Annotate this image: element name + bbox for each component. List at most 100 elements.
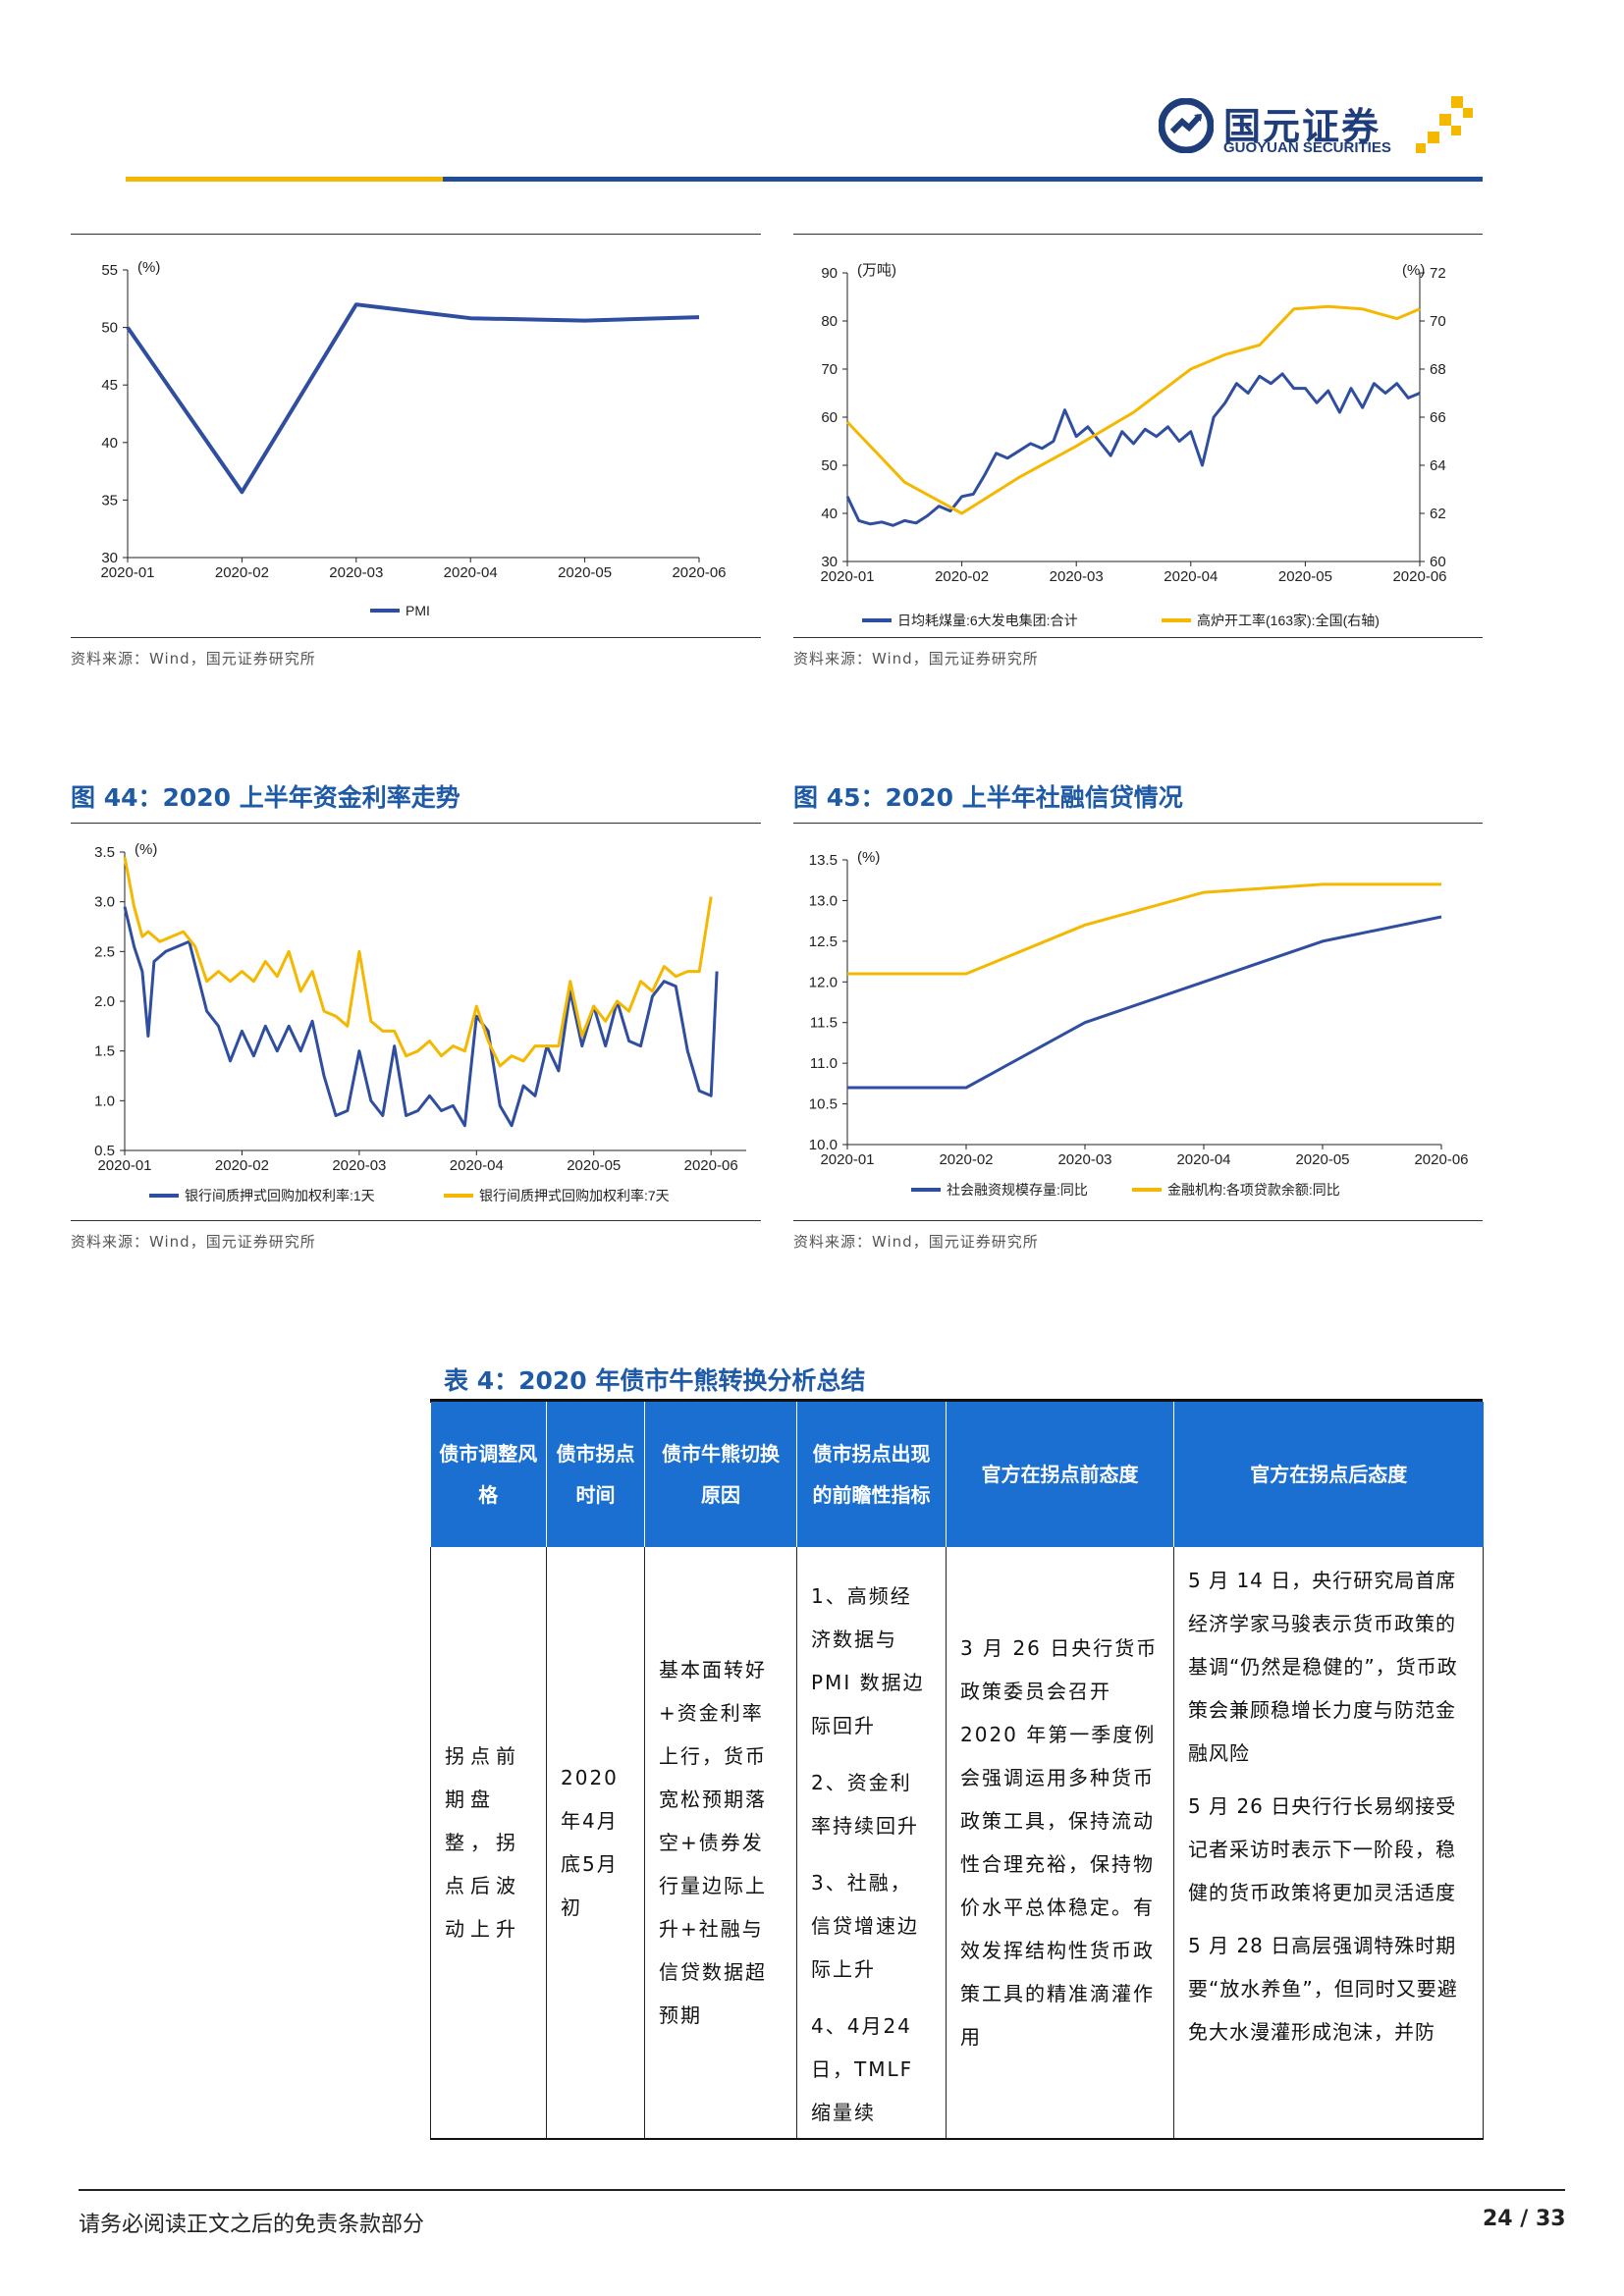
- x-tick-label: 2020-03: [329, 564, 383, 581]
- pmi-line-chart: 30 35 40 45 50 55 2020-01 2020-02 2020-03 2020-04…: [100, 259, 726, 618]
- y-tick-label: 90: [821, 265, 838, 282]
- y-unit-label: (万吨): [857, 262, 896, 279]
- x-tick-label: 2020-05: [567, 1157, 621, 1174]
- cell-time: 2020年4月底5月初: [546, 1547, 645, 2140]
- company-logo: 国元证券 GUOYUAN SECURITIES: [1159, 94, 1483, 163]
- y-tick-label: 10.0: [809, 1137, 838, 1153]
- y-right-tick-label: 62: [1430, 506, 1446, 522]
- social-financing-chart: 10.0 10.5 11.0 11.5 12.0 12.5 13.0 13.5 2020-01 2…: [809, 849, 1469, 1198]
- x-tick-label: 2020-03: [1057, 1151, 1111, 1168]
- y-right-tick-label: 68: [1430, 361, 1446, 378]
- after-item: 5 月 14 日，央行研究局首席经济学家马骏表示货币政策的基调“仍然是稳健的”，…: [1188, 1569, 1458, 1765]
- figure-45-title: 图 45：2020 上半年社融信贷情况: [793, 783, 1183, 812]
- cell-after: 5 月 14 日，央行研究局首席经济学家马骏表示货币政策的基调“仍然是稳健的”，…: [1173, 1547, 1484, 2140]
- y-tick-label: 55: [101, 262, 118, 279]
- cell-reason: 基本面转好+资金利率上行，货币宽松预期落空+债券发行量边际上升+社融与信贷数据超…: [644, 1547, 797, 2140]
- series-line: [123, 906, 719, 1128]
- figure-44-title: 图 44：2020 上半年资金利率走势: [71, 783, 460, 812]
- coal-consumption-chart: 30 40 50 60 70 80 90 60 62 64 66 68 70 72 2020-01 2020-…: [820, 262, 1446, 628]
- x-tick-label: 2020-06: [672, 564, 726, 581]
- y-tick-label: 3.0: [94, 894, 115, 911]
- legend-label: 高炉开工率(163家):全国(右轴): [1197, 613, 1380, 628]
- legend-label: 社会融资规模存量:同比: [947, 1182, 1088, 1198]
- x-tick-label: 2020-04: [450, 1157, 504, 1174]
- logo-squares-icon: [1416, 94, 1475, 153]
- chart-coal-bottom-rule: [793, 637, 1483, 638]
- x-tick-label: 2020-06: [684, 1157, 738, 1174]
- cell-indicators: 1、高频经济数据与 PMI 数据边际回升 2、资金利率持续回升 3、社融，信贷增…: [796, 1547, 947, 2140]
- y-tick-label: 50: [821, 457, 838, 474]
- indicator-item: 4、4月24日，TMLF 缩量续: [811, 2014, 914, 2124]
- table-4-title: 表 4：2020 年债市牛熊转换分析总结: [444, 1366, 866, 1395]
- x-tick-label: 2020-02: [215, 564, 269, 581]
- series-line: [847, 882, 1441, 976]
- legend-label: 金融机构:各项贷款余额:同比: [1167, 1182, 1340, 1198]
- table-top-rule: [430, 1399, 1483, 1403]
- x-tick-label: 2020-03: [1050, 568, 1104, 585]
- footer-rule: [79, 2189, 1565, 2191]
- series-line: [845, 304, 1421, 515]
- chart-pmi-top-rule: [71, 234, 761, 235]
- table-row: 拐点前期盘整，拐点后波动上升 2020年4月底5月初 基本面转好+资金利率上行，…: [430, 1547, 1484, 2140]
- y-tick-label: 12.5: [809, 934, 838, 950]
- after-item: 5 月 28 日高层强调特殊时期要“放水养鱼”，但同时又要避免大水漫灌形成泡沫，…: [1188, 1934, 1458, 2044]
- chart-credit-top-rule: [793, 823, 1483, 824]
- x-tick-label: 2020-02: [935, 568, 989, 585]
- x-tick-label: 2020-02: [215, 1157, 269, 1174]
- cell-before: 3 月 26 日央行货币政策委员会召开 2020 年第一季度例会强调运用多种货币…: [946, 1547, 1174, 2140]
- header-after: 官方在拐点后态度: [1173, 1402, 1484, 1547]
- x-tick-label: 2020-01: [100, 564, 154, 581]
- x-tick-label: 2020-06: [1414, 1151, 1468, 1168]
- logo-text-en: GUOYUAN SECURITIES: [1223, 139, 1391, 156]
- header-style: 债市调整风格: [430, 1402, 547, 1547]
- y-tick-label: 2.5: [94, 943, 115, 960]
- legend-label: 日均耗煤量:6大发电集团:合计: [897, 613, 1078, 628]
- y-tick-label: 13.0: [809, 892, 838, 909]
- x-tick-label: 2020-04: [444, 564, 498, 581]
- y-tick-label: 11.0: [810, 1055, 838, 1072]
- y-tick-label: 0.5: [94, 1143, 115, 1159]
- after-item: 5 月 26 日央行行长易纲接受记者采访时表示下一阶段，稳健的货币政策将更加灵活…: [1188, 1794, 1457, 1904]
- y-tick-label: 12.0: [809, 974, 838, 990]
- y-unit-label: (%): [137, 259, 160, 276]
- table-header-row: 债市调整风格 债市拐点时间 债市牛熊切换原因 债市拐点出现的前瞻性指标 官方在拐…: [430, 1402, 1484, 1547]
- y-right-tick-label: 60: [1430, 554, 1446, 570]
- header-indicators: 债市拐点出现的前瞻性指标: [796, 1402, 947, 1547]
- x-tick-label: 2020-03: [332, 1157, 386, 1174]
- y-right-tick-label: 64: [1430, 457, 1446, 474]
- chart-pmi-bottom-rule: [71, 637, 761, 638]
- credit-chart-source: 资料来源：Wind，国元证券研究所: [793, 1233, 1039, 1251]
- y-tick-label: 60: [821, 409, 838, 426]
- y-tick-label: 2.0: [94, 993, 115, 1010]
- x-tick-label: 2020-01: [820, 568, 874, 585]
- series-line: [123, 856, 713, 1068]
- y-tick-label: 1.5: [94, 1043, 115, 1060]
- y-unit-label: (%): [857, 849, 880, 866]
- legend-label: 银行间质押式回购加权利率:7天: [479, 1188, 670, 1203]
- x-tick-label: 2020-05: [558, 564, 612, 581]
- y-tick-label: 3.5: [94, 844, 115, 861]
- chart-coal-top-rule: [793, 234, 1483, 235]
- y-unit-label: (%): [135, 841, 157, 858]
- y-tick-label: 35: [101, 492, 118, 508]
- bond-market-summary-table: 债市调整风格 债市拐点时间 债市牛熊切换原因 债市拐点出现的前瞻性指标 官方在拐…: [430, 1402, 1484, 2140]
- chart-rates-bottom-rule: [71, 1220, 761, 1221]
- legend-label: PMI: [406, 603, 430, 618]
- x-tick-label: 2020-01: [97, 1157, 151, 1174]
- y-tick-label: 10.5: [809, 1096, 838, 1113]
- y-tick-label: 50: [101, 320, 118, 337]
- chart-credit-bottom-rule: [793, 1220, 1483, 1221]
- chart-rates-top-rule: [71, 823, 761, 824]
- y-tick-label: 30: [101, 550, 118, 566]
- rates-chart-source: 资料来源：Wind，国元证券研究所: [71, 1233, 316, 1251]
- x-tick-label: 2020-05: [1278, 568, 1332, 585]
- series-line: [847, 915, 1442, 1090]
- y-tick-label: 30: [821, 554, 838, 570]
- x-tick-label: 2020-06: [1392, 568, 1446, 585]
- footer-disclaimer: 请务必阅读正文之后的免责条款部分: [79, 2213, 425, 2237]
- indicator-item: 1、高频经济数据与 PMI 数据边际回升: [811, 1584, 925, 1737]
- x-tick-label: 2020-02: [939, 1151, 993, 1168]
- y-right-unit-label: (%): [1402, 262, 1425, 279]
- indicator-item: 2、资金利率持续回升: [811, 1771, 919, 1838]
- x-tick-label: 2020-04: [1176, 1151, 1230, 1168]
